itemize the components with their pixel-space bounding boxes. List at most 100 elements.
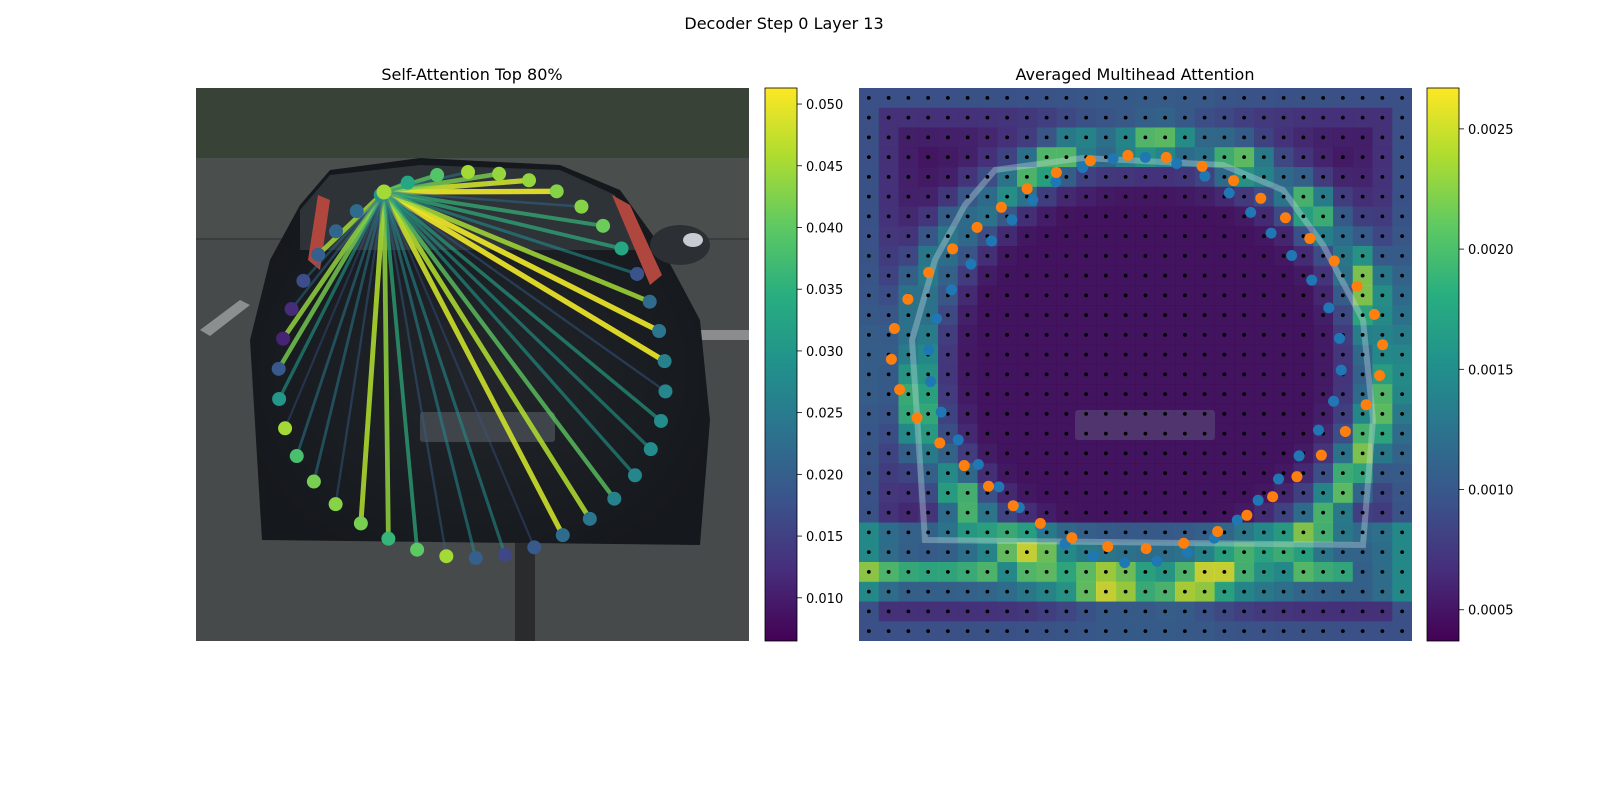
grid-point <box>1163 352 1168 357</box>
grid-point <box>1380 411 1385 416</box>
grid-point <box>985 451 990 456</box>
grid-point <box>1103 629 1108 634</box>
grid-point <box>1044 569 1049 574</box>
grid-point <box>886 431 891 436</box>
grid-point <box>1360 332 1365 337</box>
query-point <box>328 497 343 512</box>
grid-point <box>1143 629 1148 634</box>
grid-point <box>906 530 911 535</box>
grid-point <box>1321 392 1326 397</box>
grid-point <box>1005 95 1010 100</box>
grid-point <box>1024 490 1029 495</box>
grid-point <box>906 115 911 120</box>
grid-point <box>926 609 931 614</box>
left-colorbar-ticks: 0.010 0.015 0.020 0.025 0.030 0.035 0.040 0.045… <box>797 98 843 607</box>
grid-point <box>985 629 990 634</box>
grid-point <box>1024 589 1029 594</box>
grid-point <box>1340 95 1345 100</box>
grid-point <box>1202 194 1207 199</box>
left-road-marking <box>200 300 250 336</box>
grid-point <box>1400 490 1405 495</box>
grid-point <box>1005 392 1010 397</box>
query-point <box>1245 206 1257 218</box>
grid-point <box>1024 550 1029 555</box>
query-point <box>642 294 657 309</box>
grid-point <box>1261 273 1266 278</box>
grid-point <box>1163 372 1168 377</box>
attention-edge <box>382 190 639 276</box>
grid-point <box>886 293 891 298</box>
grid-point <box>1084 332 1089 337</box>
attention-edge <box>382 190 448 558</box>
query-point <box>1328 255 1340 267</box>
grid-point <box>985 372 990 377</box>
grid-point <box>886 530 891 535</box>
grid-point <box>1103 471 1108 476</box>
grid-point <box>1321 629 1326 634</box>
grid-point <box>1024 95 1029 100</box>
grid-point <box>1182 589 1187 594</box>
grid-point <box>1340 352 1345 357</box>
query-point <box>468 550 483 565</box>
grid-point <box>945 471 950 476</box>
grid-point <box>1163 135 1168 140</box>
grid-point <box>1123 530 1128 535</box>
grid-point <box>1321 115 1326 120</box>
grid-point <box>1202 234 1207 239</box>
grid-point <box>1400 273 1405 278</box>
grid-point <box>1163 490 1168 495</box>
grid-point <box>1182 214 1187 219</box>
grid-point <box>1064 550 1069 555</box>
grid-point <box>1340 155 1345 160</box>
query-point <box>923 267 935 279</box>
grid-point <box>1143 214 1148 219</box>
grid-point <box>1044 332 1049 337</box>
grid-point <box>1103 194 1108 199</box>
grid-point <box>1005 411 1010 416</box>
grid-point <box>1360 392 1365 397</box>
grid-point <box>1143 530 1148 535</box>
grid-point <box>945 135 950 140</box>
grid-point <box>886 155 891 160</box>
grid-point <box>1123 589 1128 594</box>
grid-point <box>985 490 990 495</box>
query-point <box>1312 424 1324 436</box>
grid-point <box>1182 629 1187 634</box>
grid-point <box>1242 431 1247 436</box>
grid-point <box>1321 471 1326 476</box>
query-point <box>1084 155 1096 167</box>
grid-point <box>1340 174 1345 179</box>
grid-point <box>1222 411 1227 416</box>
grid-point <box>1360 471 1365 476</box>
grid-point <box>1064 609 1069 614</box>
grid-point <box>1321 155 1326 160</box>
grid-point <box>1360 569 1365 574</box>
grid-point <box>1084 293 1089 298</box>
grid-point <box>1024 293 1029 298</box>
grid-point <box>965 194 970 199</box>
grid-point <box>1143 332 1148 337</box>
grid-point <box>1084 313 1089 318</box>
grid-point <box>1242 392 1247 397</box>
grid-point <box>926 550 931 555</box>
query-point <box>983 480 995 492</box>
attention-edge <box>382 170 470 194</box>
grid-point <box>926 530 931 535</box>
grid-point <box>866 411 871 416</box>
grid-point <box>1222 490 1227 495</box>
grid-point <box>1084 273 1089 278</box>
grid-point <box>1242 569 1247 574</box>
grid-point <box>1380 115 1385 120</box>
grid-point <box>965 332 970 337</box>
grid-point <box>965 253 970 258</box>
grid-point <box>965 372 970 377</box>
grid-point <box>1281 431 1286 436</box>
grid-point <box>1281 273 1286 278</box>
grid-point <box>1044 471 1049 476</box>
grid-point <box>1242 293 1247 298</box>
query-point <box>1139 151 1151 163</box>
grid-point <box>1103 115 1108 120</box>
grid-point <box>866 530 871 535</box>
grid-point <box>886 589 891 594</box>
grid-point <box>906 431 911 436</box>
